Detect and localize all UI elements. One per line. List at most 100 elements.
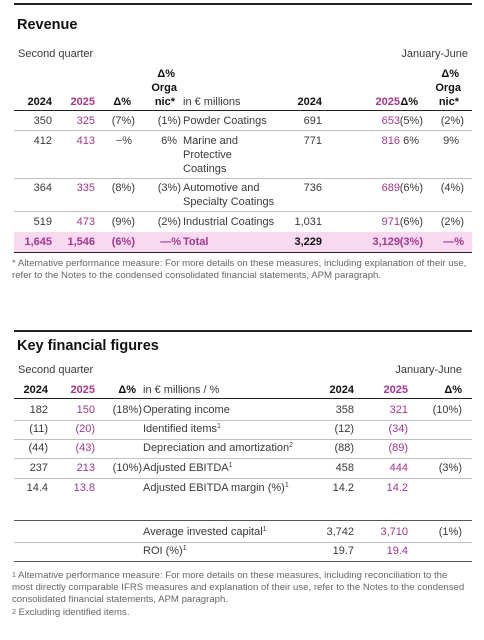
kff-bottom-rule	[14, 561, 472, 562]
kff-row-label: Identified items1	[143, 423, 221, 435]
kff-row-h24: (88)	[334, 442, 354, 454]
rev-r1-label3: Coatings	[183, 163, 227, 175]
kff-row-h25: (89)	[388, 442, 408, 454]
kff-row2-h24: 19.7	[332, 545, 354, 557]
rev-total-highlight	[14, 232, 472, 252]
rev-r1-ho: 9%	[443, 135, 459, 147]
rev-hdr-delta-org-q: Δ%	[157, 68, 175, 80]
kff-hdr-delta-q: Δ%	[118, 384, 136, 396]
kff-footnote-1: 1 Alternative performance measure: For m…	[12, 570, 465, 605]
rev-r1-label: Marine and	[183, 135, 239, 147]
rev-bottom-rule	[14, 252, 472, 253]
kff-top-rule	[14, 330, 472, 332]
rev-row-divider	[14, 178, 472, 179]
kff-row-label: Adjusted EBITDA1	[143, 462, 233, 474]
rev-hdr-2025-q: 2025	[70, 96, 95, 108]
kff-row-hd: (3%)	[438, 462, 462, 474]
revenue-right-period: January-June	[401, 48, 468, 60]
kff-right-period: January-June	[395, 364, 462, 376]
kff-row-divider	[14, 420, 472, 421]
rev-total-qd: (6%)	[111, 236, 135, 248]
rev-hdr-org2-h: nic*	[438, 96, 459, 108]
rev-total-h25: 3,129	[372, 236, 400, 248]
rev-r0-qd: (7%)	[111, 115, 135, 127]
kff-row-q25: 13.8	[73, 482, 95, 494]
kff-row2-h24: 3,742	[326, 526, 354, 538]
rev-hdr-unit: in € millions	[183, 96, 241, 108]
rev-r3-qd: (9%)	[111, 216, 135, 228]
revenue-top-rule	[14, 3, 472, 5]
kff-row-h25: (34)	[388, 423, 408, 435]
kff-hdr-2025-q: 2025	[70, 384, 95, 396]
rev-r3-hd: (6%)	[399, 216, 423, 228]
rev-r1-h24: 771	[303, 135, 322, 147]
rev-r2-h25: 689	[381, 182, 400, 194]
kff-row-h25: 14.2	[386, 482, 408, 494]
rev-hdr-2024-q: 2024	[27, 96, 52, 108]
rev-total-ho: —%	[443, 236, 464, 248]
rev-r0-q24: 350	[33, 115, 52, 127]
rev-r2-ho: (4%)	[440, 182, 464, 194]
kff-row-q24: 14.4	[26, 482, 48, 494]
kff-footnote-2: 2 Excluding identified items.	[12, 607, 130, 618]
rev-r0-h24: 691	[303, 115, 322, 127]
rev-r1-hd: 6%	[403, 135, 419, 147]
rev-total-qo: —%	[160, 236, 181, 248]
kff-row2-hd: (1%)	[438, 526, 462, 538]
kff-left-period: Second quarter	[18, 364, 94, 376]
rev-total-label: Total	[183, 236, 209, 248]
kff-row-label: Adjusted EBITDA margin (%)1	[143, 482, 289, 494]
kff-row-divider	[14, 478, 472, 479]
rev-row-divider	[14, 130, 472, 131]
rev-r1-h25: 816	[381, 135, 400, 147]
kff-hdr-2025-h: 2025	[383, 384, 408, 396]
kff-row-q24: (11)	[29, 423, 48, 435]
rev-hdr-2024-h: 2024	[297, 96, 322, 108]
kff-row-qd: (18%)	[112, 404, 142, 416]
rev-hdr-org2-q: nic*	[154, 96, 175, 108]
kff-row-h25: 321	[389, 404, 408, 416]
rev-r1-q25: 413	[76, 135, 95, 147]
rev-r3-h24: 1,031	[294, 216, 322, 228]
revenue-left-period: Second quarter	[18, 48, 94, 60]
kff-row2-label: ROI (%)1	[143, 545, 187, 557]
kff-row-q24: (44)	[28, 442, 48, 454]
kff-title: Key financial figures	[17, 338, 159, 354]
kff-row-divider	[14, 439, 472, 440]
rev-total-h24: 3,229	[294, 236, 322, 248]
kff-header-rule	[14, 398, 472, 399]
rev-r3-q25: 473	[76, 216, 95, 228]
kff-block2-top-rule	[14, 520, 472, 521]
rev-r3-label: Industrial Coatings	[183, 216, 275, 228]
rev-total-q24: 1,645	[24, 236, 52, 248]
rev-r1-qd: −%	[115, 135, 132, 147]
rev-r3-ho: (2%)	[440, 216, 464, 228]
rev-r2-label: Automotive and	[183, 182, 260, 194]
rev-r3-q24: 519	[33, 216, 52, 228]
rev-r2-label2: Specialty Coatings	[183, 196, 275, 208]
kff-row-q24: 237	[29, 462, 48, 474]
kff-row-q25: (43)	[75, 442, 95, 454]
rev-r2-qd: (8%)	[111, 182, 135, 194]
kff-row-h24: 458	[335, 462, 354, 474]
kff-row-q24: 182	[29, 404, 48, 416]
rev-r2-q25: 335	[76, 182, 95, 194]
rev-r3-qo: (2%)	[157, 216, 181, 228]
kff-row-h24: 14.2	[332, 482, 354, 494]
rev-r2-h24: 736	[303, 182, 322, 194]
rev-r2-q24: 364	[33, 182, 52, 194]
rev-r0-ho: (2%)	[440, 115, 464, 127]
rev-r1-qo: 6%	[161, 135, 177, 147]
kff-row-label: Depreciation and amortization2	[143, 442, 294, 454]
kff-row-h24: 358	[335, 404, 354, 416]
kff-row-qd: (10%)	[112, 462, 142, 474]
rev-total-hd: (3%)	[399, 236, 423, 248]
kff-hdr-delta-h: Δ%	[444, 384, 462, 396]
kff-row-q25: 150	[76, 404, 95, 416]
rev-r0-qo: (1%)	[157, 115, 181, 127]
kff-row-q25: (20)	[75, 423, 95, 435]
rev-r2-hd: (6%)	[399, 182, 423, 194]
kff-row-h25: 444	[389, 462, 408, 474]
rev-r0-q25: 325	[76, 115, 95, 127]
rev-hdr-org1-h: Orga	[435, 82, 461, 94]
